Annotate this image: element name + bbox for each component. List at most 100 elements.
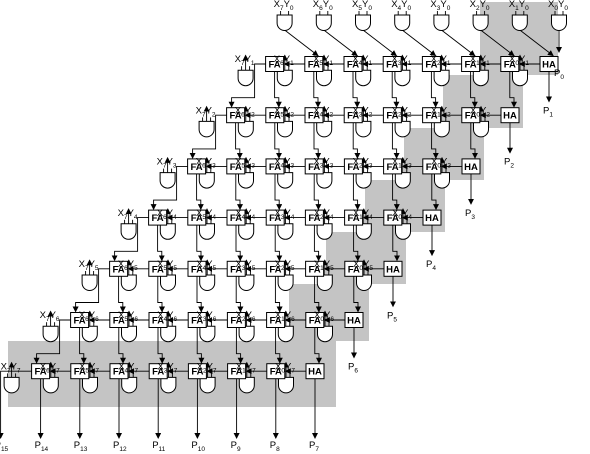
gate-label: X5Y2: [274, 105, 294, 118]
full-adder: [148, 260, 168, 277]
gate-label: X4Y2: [313, 105, 333, 118]
full-adder-label: FA: [230, 213, 242, 224]
full-adder-label: FA: [152, 213, 164, 224]
full-adder: [226, 107, 246, 124]
gate-label: X6Y2: [235, 105, 255, 118]
full-adder-label: FA: [191, 316, 203, 327]
full-adder-label: FA: [230, 111, 242, 122]
sum-wire: [509, 71, 517, 108]
gate-label: X7Y1: [235, 54, 255, 67]
full-adder: [344, 209, 364, 226]
full-adder: [461, 107, 481, 124]
and-gate: [42, 325, 59, 343]
and-gate: [198, 120, 215, 138]
sum-wire: [352, 122, 361, 159]
full-adder: [383, 158, 403, 175]
and-gate: [316, 120, 333, 138]
gate-label: X1Y2: [431, 105, 451, 118]
product-label-p2: P2: [504, 157, 514, 170]
full-adder-label: FA: [113, 316, 125, 327]
full-adder: [383, 209, 403, 226]
and-gate: [160, 274, 176, 291]
product-label-p15: P15: [0, 440, 9, 453]
full-adder-label: FA: [35, 367, 47, 378]
full-adder: [148, 312, 168, 328]
and-gate: [81, 274, 98, 291]
half-adder-label: HA: [386, 264, 400, 275]
full-adder: [187, 209, 207, 226]
full-adder-label: FA: [387, 162, 399, 173]
sum-wire: [352, 173, 361, 211]
sum-wire: [470, 122, 478, 159]
gate-label: X5Y4: [196, 208, 216, 221]
gate-label: X3Y1: [391, 54, 411, 67]
gate-to-adder: [362, 29, 397, 57]
gate-label: X5Y3: [235, 157, 255, 170]
carry-out-wire: [72, 268, 110, 313]
sum-wire: [235, 225, 244, 262]
sum-wire: [235, 327, 244, 364]
sum-wire: [274, 173, 283, 211]
sum-wire: [431, 122, 439, 159]
product-label-p8: P8: [270, 440, 280, 453]
full-adder-label: FA: [113, 264, 125, 275]
and-gate: [238, 325, 255, 343]
full-adder-label: FA: [425, 60, 437, 71]
full-adder-label: FA: [269, 162, 281, 173]
half-adder-label: HA: [464, 162, 478, 173]
full-adder: [266, 312, 286, 328]
full-adder: [187, 158, 207, 175]
and-gate: [121, 325, 137, 343]
gate-label: X3Y6: [196, 310, 216, 323]
gate-label: X5Y6: [118, 310, 138, 323]
sum-wire: [431, 173, 439, 211]
product-label-p6: P6: [348, 362, 358, 375]
sum-wire: [352, 71, 361, 108]
and-gate: [316, 69, 332, 87]
product-label-p11: P11: [152, 440, 165, 453]
and-gate: [238, 274, 255, 291]
full-adder: [305, 312, 325, 328]
gate-label: X6Y4: [157, 208, 177, 221]
full-adder: [304, 158, 324, 175]
sum-wire: [196, 327, 205, 364]
full-adder-label: FA: [191, 213, 203, 224]
labels: X0Y0 X1Y0 X2Y0 X3Y0 X4Y0 X5Y0 X6Y0 X7Y0 X0Y1 X1Y1…: [0, 0, 568, 453]
gate-label: X0Y7: [275, 361, 295, 374]
sum-wire: [235, 122, 243, 159]
and-gate: [356, 274, 372, 291]
full-adder: [382, 56, 402, 72]
full-adder: [305, 260, 325, 277]
and-gate: [355, 120, 372, 138]
product-label-p12: P12: [113, 440, 127, 453]
gate-label: X6Y0: [313, 0, 333, 12]
and-gate: [238, 376, 255, 394]
gate-label: X0Y1: [509, 54, 529, 67]
and-gate: [434, 172, 450, 189]
full-adder-label: FA: [347, 111, 359, 122]
sum-wire: [392, 173, 400, 211]
gate-label: X1Y0: [509, 0, 529, 12]
full-adder: [148, 363, 168, 380]
full-adder: [421, 56, 441, 72]
gate-label: X1Y7: [236, 361, 256, 374]
gate-label: X3Y5: [235, 259, 255, 272]
and-gate: [277, 172, 294, 189]
gate-label: X6Y3: [196, 157, 216, 170]
and-gate: [237, 69, 254, 87]
gate-label: X3Y4: [274, 208, 294, 221]
gate-label: X7Y0: [274, 0, 294, 12]
and-gate: [395, 223, 411, 240]
gate-label: X0Y4: [392, 208, 412, 221]
full-adder: [343, 158, 363, 175]
gate-label: X5Y5: [157, 259, 177, 272]
sum-wire: [430, 71, 439, 108]
gate-label: X3Y0: [430, 0, 450, 12]
half-adder-label: HA: [308, 367, 322, 378]
half-adder: [461, 158, 481, 175]
and-gate: [120, 274, 137, 291]
half-adder-label: HA: [542, 60, 556, 71]
full-adder-label: FA: [347, 60, 359, 71]
